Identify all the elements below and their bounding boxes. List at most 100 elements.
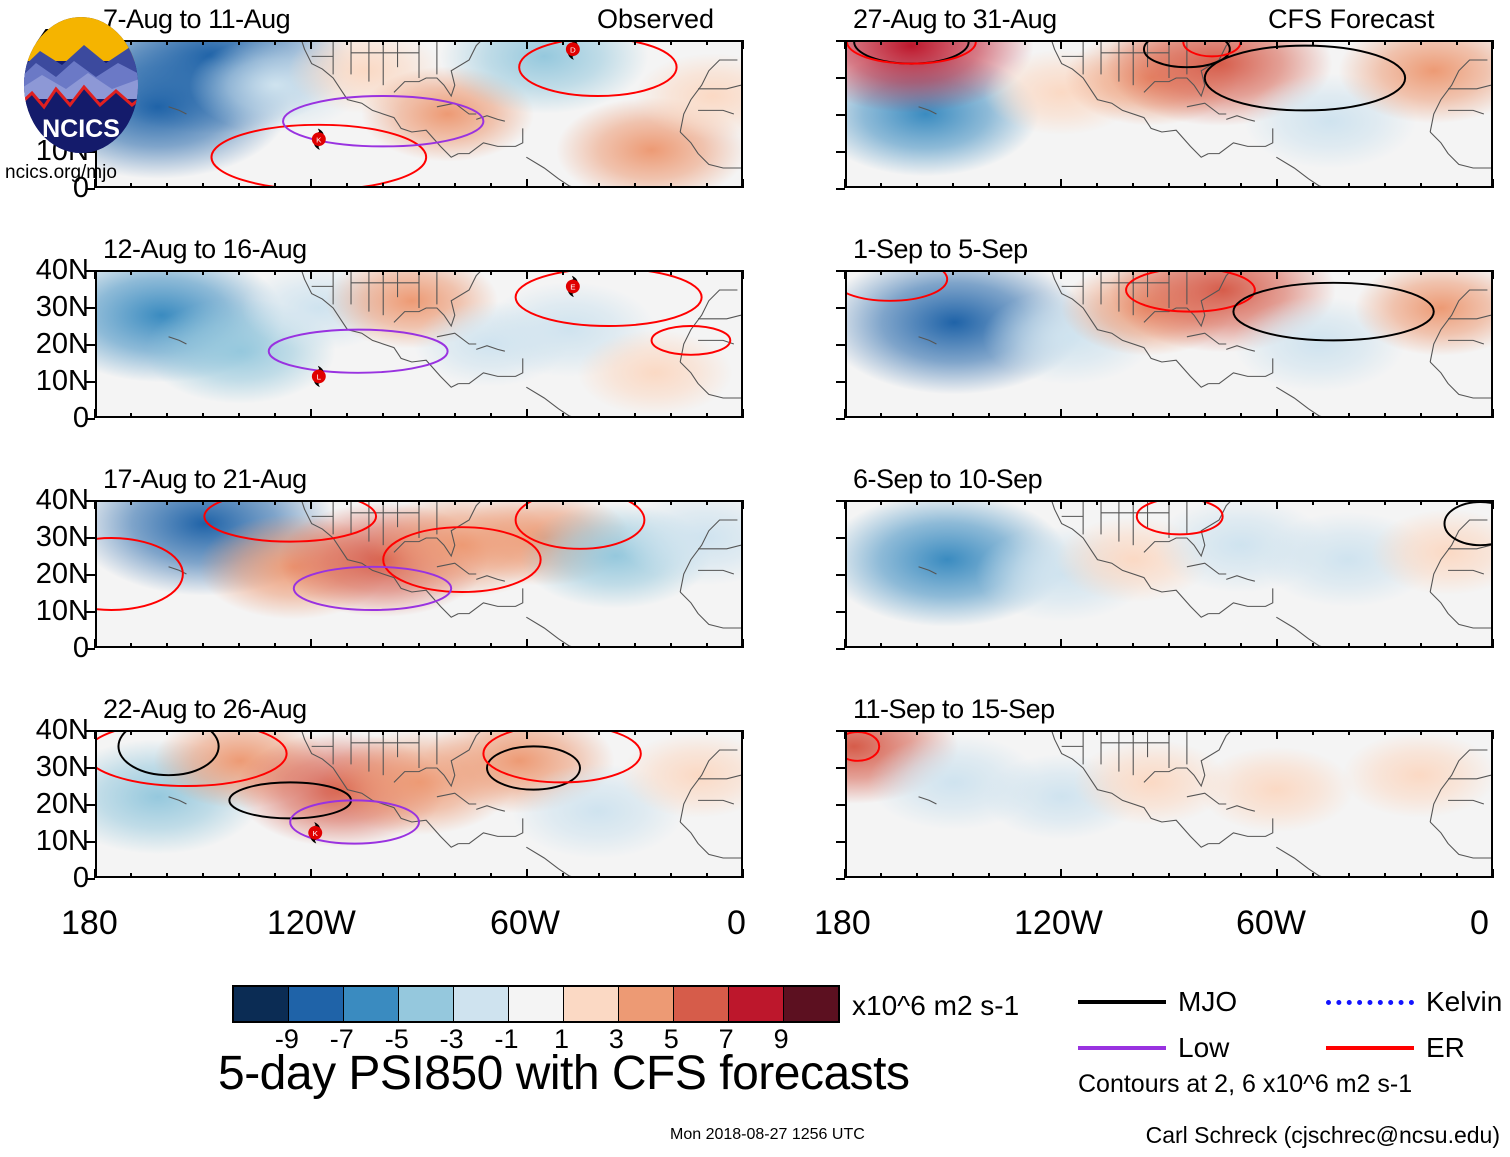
coastline bbox=[1448, 774, 1491, 780]
map-panel-7[interactable] bbox=[845, 500, 1493, 648]
coastline bbox=[918, 566, 937, 575]
xtick-mark bbox=[1096, 270, 1098, 275]
ytick-mark bbox=[836, 344, 845, 346]
xtick-mark bbox=[346, 873, 348, 878]
panel-title-3: 17-Aug to 21-Aug bbox=[103, 464, 307, 494]
author-credit: Carl Schreck (cjschrec@ncsu.edu) bbox=[1145, 1122, 1500, 1148]
coastline bbox=[1208, 588, 1274, 615]
colorbar-swatch-5 bbox=[509, 987, 564, 1021]
map-panel-6[interactable] bbox=[845, 270, 1493, 418]
xtick-mark bbox=[454, 183, 456, 188]
xtick-mark bbox=[382, 183, 384, 188]
coastline bbox=[458, 818, 524, 845]
xtick-mark bbox=[1384, 730, 1386, 735]
map-panel-8[interactable] bbox=[845, 730, 1493, 878]
map-panel-5[interactable] bbox=[845, 40, 1493, 188]
colorbar-tick-7: 7 bbox=[718, 1024, 734, 1054]
xtick-mark bbox=[1204, 643, 1206, 648]
xtick-mark bbox=[274, 873, 276, 878]
colorbar-tick--5: -5 bbox=[384, 1024, 409, 1054]
ytick-mark bbox=[836, 418, 845, 420]
xtick-mark bbox=[346, 413, 348, 418]
storm-label: K bbox=[316, 135, 322, 144]
xtick-mark bbox=[844, 409, 846, 418]
ytick-mark bbox=[86, 804, 95, 806]
storm-disc bbox=[565, 279, 580, 294]
coastline bbox=[1448, 544, 1491, 550]
xtick-mark bbox=[1348, 730, 1350, 735]
xtick-mark bbox=[670, 413, 672, 418]
xtick-mark bbox=[1204, 500, 1206, 505]
xtick-mark bbox=[130, 413, 132, 418]
xtick-mark bbox=[418, 40, 420, 45]
coastline bbox=[1226, 345, 1256, 352]
xtick-mark bbox=[1132, 500, 1134, 505]
coastline bbox=[168, 336, 187, 345]
ytick-mark bbox=[86, 418, 95, 420]
colorbar-swatch-8 bbox=[674, 987, 729, 1021]
xtick-mark bbox=[1240, 500, 1242, 505]
storm-marker-E[interactable]: E bbox=[565, 275, 580, 298]
xtick-mark bbox=[346, 500, 348, 505]
xtick-mark bbox=[1492, 639, 1494, 648]
xtick-mark bbox=[1204, 40, 1206, 45]
xtick-mark bbox=[880, 183, 882, 188]
xtick-mark bbox=[490, 40, 492, 45]
xtick-mark bbox=[526, 40, 528, 49]
coastline bbox=[1226, 805, 1256, 812]
coastline bbox=[526, 386, 572, 416]
contour-mjo bbox=[1142, 42, 1231, 69]
legend-line-kelvin-x2-icon bbox=[1326, 999, 1414, 1005]
xtick-mark bbox=[1492, 500, 1494, 509]
ytick-mark bbox=[86, 878, 95, 880]
xtick-mark bbox=[670, 183, 672, 188]
contour-er bbox=[650, 325, 732, 356]
storm-marker-D[interactable]: D bbox=[565, 42, 580, 60]
storm-marker-L[interactable]: L bbox=[311, 365, 326, 388]
ytick-mark bbox=[86, 767, 95, 769]
storm-marker-K[interactable]: K bbox=[311, 128, 326, 150]
panel-title-4: 22-Aug to 26-Aug bbox=[103, 694, 307, 724]
coastline bbox=[168, 796, 187, 805]
xtick-mark bbox=[670, 873, 672, 878]
xtick-mark bbox=[94, 639, 96, 648]
xtick-mark bbox=[706, 183, 708, 188]
xtick-mark bbox=[94, 179, 96, 188]
colorbar bbox=[232, 985, 840, 1023]
xtick-mark bbox=[598, 40, 600, 45]
xtick-mark bbox=[418, 270, 420, 275]
storm-marker-K[interactable]: K bbox=[308, 822, 323, 844]
map-panel-4[interactable]: K bbox=[95, 730, 743, 878]
coastline bbox=[679, 749, 738, 823]
xtick-mark bbox=[310, 639, 312, 648]
coastline bbox=[918, 336, 937, 345]
xtick-mark bbox=[952, 643, 954, 648]
xtick-mark bbox=[274, 183, 276, 188]
xtick-mark bbox=[952, 500, 954, 505]
coastline bbox=[1143, 42, 1231, 98]
coastline bbox=[526, 616, 572, 646]
map-panel-3[interactable] bbox=[95, 500, 743, 648]
xtick-mark bbox=[526, 639, 528, 648]
xtick-mark bbox=[634, 643, 636, 648]
ytick-label-p2-40N: 40N bbox=[35, 254, 89, 286]
xtick-mark bbox=[1096, 643, 1098, 648]
contour-er bbox=[514, 272, 703, 327]
anomaly-blob bbox=[1370, 509, 1491, 596]
xtick-mark bbox=[1312, 270, 1314, 275]
xtick-mark bbox=[742, 179, 744, 188]
coastline bbox=[679, 289, 738, 363]
xtick-mark bbox=[988, 500, 990, 505]
colorbar-swatch-10 bbox=[784, 987, 838, 1021]
xtick-mark bbox=[1456, 40, 1458, 45]
xtick-mark bbox=[844, 270, 846, 279]
coastline bbox=[698, 799, 735, 805]
map-canvas-3 bbox=[97, 502, 741, 646]
xtick-mark bbox=[94, 270, 96, 279]
xtick-label-right-1: 120W bbox=[1014, 904, 1103, 942]
coastline bbox=[1186, 792, 1227, 805]
legend-item-kelvin-x2: Kelvin x2 bbox=[1326, 988, 1510, 1016]
ytick-label-p3-0: 0 bbox=[72, 632, 89, 664]
